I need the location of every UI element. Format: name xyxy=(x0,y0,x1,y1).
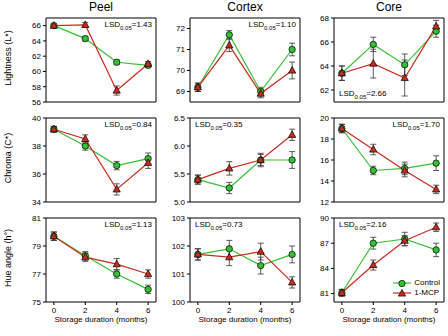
svg-text:14: 14 xyxy=(320,177,329,186)
svg-text:Hue angle (h°): Hue angle (h°) xyxy=(8,229,13,287)
svg-text:77: 77 xyxy=(32,270,41,279)
svg-text:40: 40 xyxy=(32,114,41,123)
svg-text:0: 0 xyxy=(196,306,201,314)
svg-text:5.0: 5.0 xyxy=(174,198,186,207)
svg-text:84: 84 xyxy=(320,264,329,273)
svg-text:6.5: 6.5 xyxy=(174,114,186,123)
svg-text:81: 81 xyxy=(32,214,41,223)
svg-text:69: 69 xyxy=(176,87,185,96)
html-text:LSD0.05= 0.73: LSD0.05= 0.73 xyxy=(195,220,243,231)
svg-text:56: 56 xyxy=(32,98,41,107)
svg-text:90: 90 xyxy=(320,214,329,223)
html-text:LSD0.05= 0.35: LSD0.05= 0.35 xyxy=(195,120,243,131)
html-text:Storage duration (months): Storage duration (months) xyxy=(54,315,148,324)
html-text:LSD0.05= 2.16: LSD0.05= 2.16 xyxy=(339,220,387,231)
svg-text:6: 6 xyxy=(434,306,439,314)
svg-text:72: 72 xyxy=(176,24,185,33)
svg-text:70: 70 xyxy=(176,66,185,75)
html-text:Cortex: Cortex xyxy=(227,0,263,14)
svg-text:103: 103 xyxy=(172,214,186,223)
svg-text:68: 68 xyxy=(320,14,329,23)
svg-text:16: 16 xyxy=(320,156,329,165)
svg-text:Lightness (L*): Lightness (L*) xyxy=(8,30,13,86)
svg-text:6: 6 xyxy=(290,306,295,314)
svg-text:62: 62 xyxy=(32,52,41,61)
svg-text:20: 20 xyxy=(320,114,329,123)
html-text:LSD0.05= 1.13: LSD0.05= 1.13 xyxy=(104,220,152,231)
svg-text:100: 100 xyxy=(172,298,186,307)
svg-text:79: 79 xyxy=(32,242,41,251)
svg-text:58: 58 xyxy=(32,83,41,92)
html-text:Peel: Peel xyxy=(89,0,113,14)
html-text:LSD0.05= 1.43: LSD0.05= 1.43 xyxy=(104,20,152,31)
svg-text:4: 4 xyxy=(402,306,407,314)
svg-text:81: 81 xyxy=(320,289,329,298)
svg-text:71: 71 xyxy=(176,45,185,54)
html-text:Control: Control xyxy=(414,278,440,287)
svg-text:12: 12 xyxy=(320,198,329,207)
svg-text:6: 6 xyxy=(146,306,151,314)
svg-text:0: 0 xyxy=(340,306,345,314)
html-text:Storage duration (months): Storage duration (months) xyxy=(198,315,292,324)
svg-text:66: 66 xyxy=(32,21,41,30)
html-text:LSD0.05= 0.84: LSD0.05= 0.84 xyxy=(104,120,152,131)
svg-text:102: 102 xyxy=(172,242,186,251)
svg-text:87: 87 xyxy=(320,239,329,248)
html-text:LSD0.05= 1.70: LSD0.05= 1.70 xyxy=(392,120,440,131)
svg-text:2: 2 xyxy=(371,306,376,314)
svg-text:34: 34 xyxy=(32,198,41,207)
svg-text:101: 101 xyxy=(172,270,186,279)
svg-text:0: 0 xyxy=(52,306,57,314)
svg-text:75: 75 xyxy=(32,298,41,307)
svg-text:5.5: 5.5 xyxy=(174,170,186,179)
svg-text:2: 2 xyxy=(227,306,232,314)
svg-text:62: 62 xyxy=(320,86,329,95)
html-text:LSD0.05= 2.66: LSD0.05= 2.66 xyxy=(339,89,387,100)
svg-text:18: 18 xyxy=(320,135,329,144)
svg-text:64: 64 xyxy=(32,37,41,46)
svg-text:60: 60 xyxy=(32,67,41,76)
svg-text:66: 66 xyxy=(320,38,329,47)
svg-text:2: 2 xyxy=(83,306,88,314)
html-text:LSD0.05= 1.10: LSD0.05= 1.10 xyxy=(248,20,296,31)
svg-text:64: 64 xyxy=(320,62,329,71)
svg-text:38: 38 xyxy=(32,142,41,151)
html-text:1-MCP: 1-MCP xyxy=(414,288,440,297)
svg-text:6.0: 6.0 xyxy=(174,142,186,151)
html-text:Core: Core xyxy=(376,0,402,14)
svg-text:Chroma (C*): Chroma (C*) xyxy=(8,133,13,184)
svg-text:4: 4 xyxy=(258,306,263,314)
svg-text:36: 36 xyxy=(32,170,41,179)
html-text:Storage duration (months): Storage duration (months) xyxy=(342,315,436,324)
svg-text:4: 4 xyxy=(114,306,119,314)
